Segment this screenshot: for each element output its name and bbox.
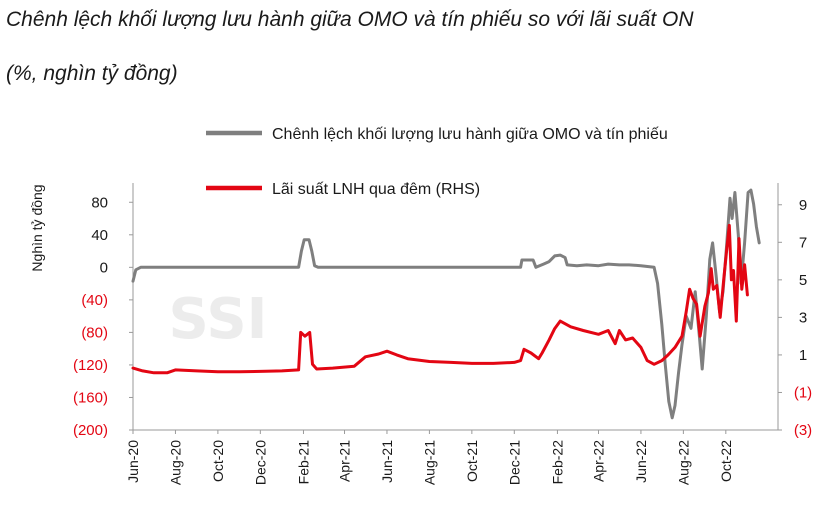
x-tick-label-6: Jun-21 bbox=[379, 440, 395, 483]
chart-subtitle: (%, nghìn tỷ đồng) bbox=[6, 62, 178, 85]
left-tick-label-7: (200) bbox=[73, 422, 108, 439]
left-tick-label-5: (120) bbox=[73, 357, 108, 374]
series-line-overnight-rate bbox=[131, 223, 749, 375]
x-tick-label-14: Oct-22 bbox=[718, 440, 734, 482]
x-tick-label-10: Feb-22 bbox=[549, 440, 565, 485]
right-tick-label-6: (3) bbox=[794, 422, 812, 439]
legend-label-1: Lãi suất LNH qua đêm (RHS) bbox=[272, 181, 480, 198]
x-tick-label-1: Aug-20 bbox=[167, 440, 183, 485]
series-line-spread bbox=[131, 188, 761, 420]
left-tick-label-3: (40) bbox=[81, 292, 108, 309]
right-tick-label-4: 1 bbox=[799, 347, 807, 364]
right-tick-label-1: 7 bbox=[799, 234, 807, 251]
left-tick-label-6: (160) bbox=[73, 389, 108, 406]
left-tick-label-4: (80) bbox=[81, 324, 108, 341]
x-tick-label-11: Apr-22 bbox=[590, 440, 606, 482]
right-tick-label-5: (1) bbox=[794, 384, 812, 401]
x-tick-label-8: Oct-21 bbox=[464, 440, 480, 482]
x-tick-label-7: Aug-21 bbox=[421, 440, 437, 485]
x-tick-label-0: Jun-20 bbox=[125, 440, 141, 483]
right-tick-label-0: 9 bbox=[799, 197, 807, 214]
left-tick-label-1: 40 bbox=[91, 227, 108, 244]
legend-label-0: Chênh lệch khối lượng lưu hành giữa OMO … bbox=[272, 126, 668, 143]
watermark-logo: SSI bbox=[169, 287, 268, 352]
x-tick-label-4: Feb-21 bbox=[295, 440, 311, 485]
x-tick-label-9: Dec-21 bbox=[506, 440, 522, 485]
right-tick-label-3: 3 bbox=[799, 309, 807, 326]
x-tick-label-13: Aug-22 bbox=[675, 440, 691, 485]
y-axis-label: Nghìn tỷ đồng bbox=[29, 184, 45, 271]
x-tick-label-2: Oct-20 bbox=[210, 440, 226, 482]
left-tick-label-2: 0 bbox=[100, 259, 108, 276]
left-tick-label-0: 80 bbox=[91, 194, 108, 211]
x-tick-label-3: Dec-20 bbox=[252, 440, 268, 485]
x-tick-label-12: Jun-22 bbox=[633, 440, 649, 483]
x-tick-label-5: Apr-21 bbox=[337, 440, 353, 482]
chart-title: Chênh lệch khối lượng lưu hành giữa OMO … bbox=[6, 8, 694, 31]
right-tick-label-2: 5 bbox=[799, 272, 807, 289]
